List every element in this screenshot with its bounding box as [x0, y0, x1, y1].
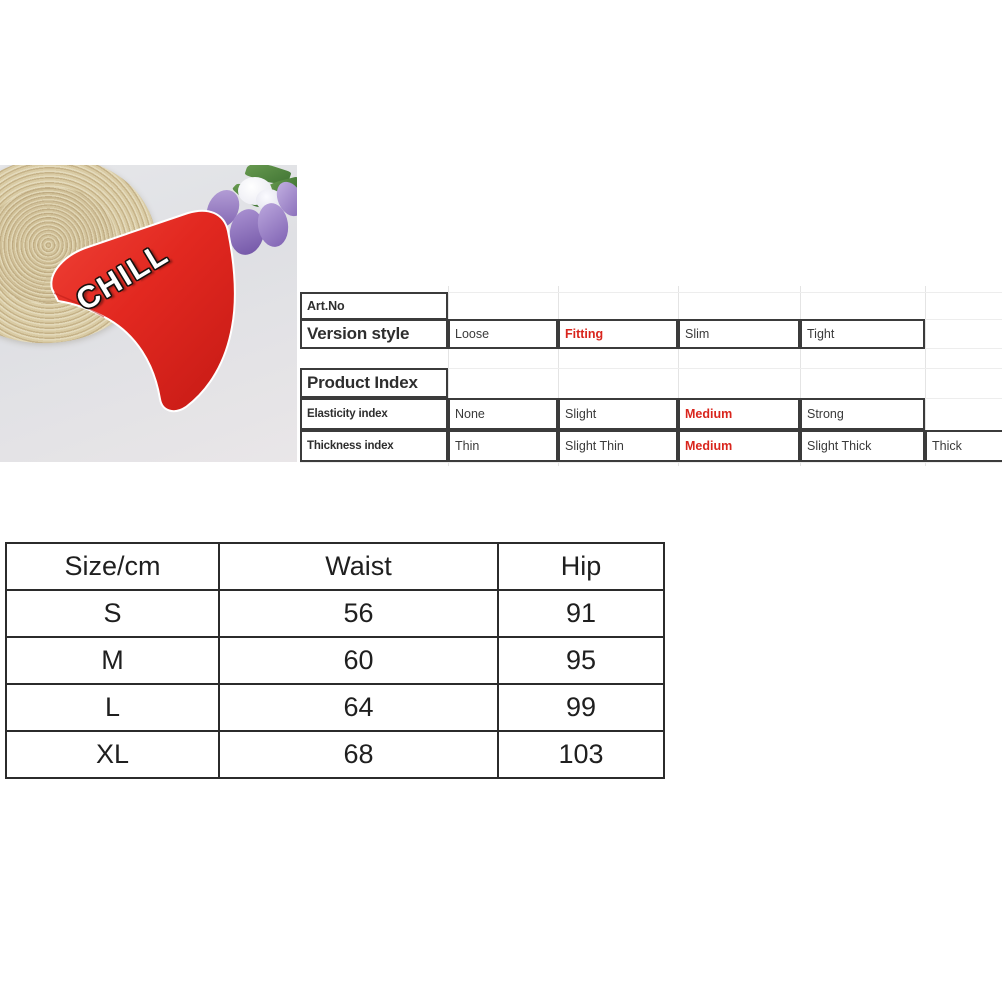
- version-style-option-tight[interactable]: Tight: [800, 319, 925, 349]
- waist-cell: 60: [218, 636, 499, 685]
- spec-label-art-no: Art.No: [300, 292, 448, 320]
- version-style-option-fitting[interactable]: Fitting: [558, 319, 678, 349]
- product-photo: CHILL: [0, 165, 297, 462]
- hip-column-header: Hip: [497, 542, 665, 591]
- table-row: M 60 95: [5, 636, 665, 685]
- table-header-row: Size/cm Waist Hip: [5, 542, 665, 591]
- table-row: S 56 91: [5, 589, 665, 638]
- version-style-option-slim[interactable]: Slim: [678, 319, 800, 349]
- table-row: L 64 99: [5, 683, 665, 732]
- hip-cell: 95: [497, 636, 665, 685]
- size-cell: XL: [5, 730, 220, 779]
- size-cell: M: [5, 636, 220, 685]
- spec-label-version-style: Version style: [300, 319, 448, 349]
- red-bikini-bottom-product: CHILL: [28, 203, 260, 425]
- grid-line-vertical: [558, 286, 559, 466]
- thickness-option-thick[interactable]: Thick: [925, 430, 1002, 462]
- hip-cell: 91: [497, 589, 665, 638]
- waist-cell: 68: [218, 730, 499, 779]
- thickness-option-thin[interactable]: Thin: [448, 430, 558, 462]
- elasticity-option-slight[interactable]: Slight: [558, 398, 678, 430]
- waist-cell: 64: [218, 683, 499, 732]
- table-row: XL 68 103: [5, 730, 665, 779]
- size-cell: L: [5, 683, 220, 732]
- grid-line-vertical: [448, 286, 449, 466]
- grid-line-horizontal: [300, 462, 1002, 463]
- elasticity-option-strong[interactable]: Strong: [800, 398, 925, 430]
- size-column-header: Size/cm: [5, 542, 220, 591]
- hip-cell: 103: [497, 730, 665, 779]
- version-style-option-loose[interactable]: Loose: [448, 319, 558, 349]
- purple-flowers-prop: [186, 165, 297, 277]
- spec-label-elasticity-index: Elasticity index: [300, 398, 448, 430]
- thickness-option-medium[interactable]: Medium: [678, 430, 800, 462]
- size-chart-table: Size/cm Waist Hip S 56 91 M 60 95 L 64 9…: [5, 542, 665, 779]
- waist-cell: 56: [218, 589, 499, 638]
- grid-line-horizontal: [300, 292, 1002, 293]
- waist-column-header: Waist: [218, 542, 499, 591]
- grid-line-vertical: [800, 286, 801, 466]
- size-cell: S: [5, 589, 220, 638]
- hip-cell: 99: [497, 683, 665, 732]
- grid-line-vertical: [925, 286, 926, 466]
- spec-label-product-index: Product Index: [300, 368, 448, 398]
- spec-label-thickness-index: Thickness index: [300, 430, 448, 462]
- grid-line-vertical: [678, 286, 679, 466]
- bikini-shape: [50, 209, 236, 413]
- specification-sheet: Art.No Version style Loose Fitting Slim …: [300, 286, 1002, 466]
- thickness-option-slight-thin[interactable]: Slight Thin: [558, 430, 678, 462]
- grid-line-horizontal: [300, 368, 1002, 369]
- elasticity-option-none[interactable]: None: [448, 398, 558, 430]
- thickness-option-slight-thick[interactable]: Slight Thick: [800, 430, 925, 462]
- elasticity-option-medium[interactable]: Medium: [678, 398, 800, 430]
